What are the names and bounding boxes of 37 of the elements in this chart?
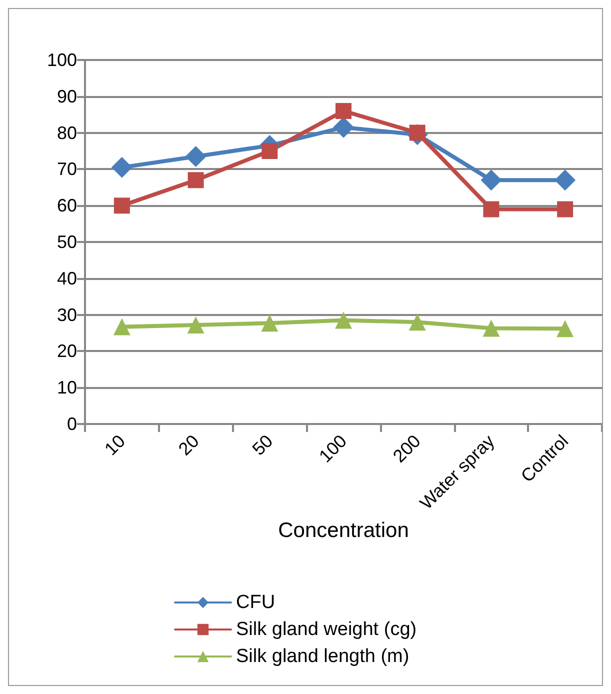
y-tick-label: 20 <box>56 341 77 362</box>
y-tick-label: 90 <box>56 86 77 106</box>
point <box>113 318 130 336</box>
point <box>408 314 426 331</box>
y-tick-label: 80 <box>56 122 77 143</box>
legend-label: Silk gland length (m) <box>236 646 410 667</box>
legend-label: CFU <box>236 592 276 613</box>
point <box>114 198 130 214</box>
y-tick-label: 40 <box>56 268 77 288</box>
y-tick-label: 30 <box>56 304 77 325</box>
point <box>483 201 500 218</box>
point <box>554 170 576 191</box>
y-tick-label: 50 <box>56 232 77 252</box>
x-tick-label: 100 <box>315 430 351 466</box>
point <box>187 316 204 334</box>
point <box>336 102 352 119</box>
y-tick-label: 60 <box>56 196 77 216</box>
point <box>335 312 352 329</box>
y-tick-label: 70 <box>56 159 77 180</box>
point <box>261 314 278 332</box>
x-tick-label: 10 <box>100 430 129 460</box>
x-tick-label: 20 <box>174 430 203 460</box>
point <box>557 201 574 218</box>
point <box>188 172 204 188</box>
point <box>185 146 206 167</box>
point <box>111 156 132 178</box>
point <box>262 143 278 159</box>
y-tick-label: 0 <box>66 414 77 434</box>
point <box>482 320 500 337</box>
point <box>480 170 502 191</box>
x-axis-title: Concentration <box>278 519 409 542</box>
x-tick-label: 50 <box>248 430 277 460</box>
y-tick-label: 100 <box>46 50 77 70</box>
y-tick-label: 10 <box>56 378 77 398</box>
point <box>556 320 574 338</box>
x-tick-label: 200 <box>389 430 424 466</box>
legend-label: Silk gland weight (cg) <box>236 619 417 640</box>
